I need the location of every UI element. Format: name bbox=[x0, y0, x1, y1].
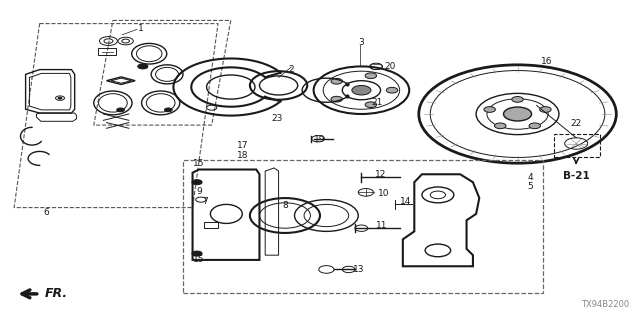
Circle shape bbox=[58, 97, 62, 99]
Text: 3: 3 bbox=[358, 38, 364, 47]
Text: 16: 16 bbox=[540, 57, 552, 66]
Text: 22: 22 bbox=[570, 119, 582, 128]
Circle shape bbox=[331, 78, 342, 84]
Circle shape bbox=[529, 123, 541, 129]
Text: 1: 1 bbox=[138, 24, 144, 33]
Circle shape bbox=[365, 73, 376, 79]
Circle shape bbox=[116, 108, 124, 112]
Text: 8: 8 bbox=[282, 202, 288, 211]
Circle shape bbox=[192, 251, 202, 256]
Text: FR.: FR. bbox=[45, 287, 68, 300]
Text: 21: 21 bbox=[372, 99, 383, 108]
Text: TX94B2200: TX94B2200 bbox=[581, 300, 629, 309]
Circle shape bbox=[192, 180, 202, 185]
Text: B-21: B-21 bbox=[563, 171, 589, 181]
Circle shape bbox=[484, 107, 495, 112]
Circle shape bbox=[331, 96, 342, 102]
Circle shape bbox=[164, 108, 172, 112]
Text: 19: 19 bbox=[314, 135, 326, 144]
Text: 7: 7 bbox=[202, 197, 208, 206]
Circle shape bbox=[540, 107, 551, 112]
Text: 10: 10 bbox=[378, 189, 390, 198]
Circle shape bbox=[495, 123, 506, 129]
Text: 20: 20 bbox=[385, 62, 396, 71]
Circle shape bbox=[352, 85, 371, 95]
Text: 15: 15 bbox=[193, 255, 205, 264]
Circle shape bbox=[512, 97, 524, 102]
Text: 2: 2 bbox=[289, 65, 294, 74]
Text: 12: 12 bbox=[375, 170, 386, 179]
Circle shape bbox=[504, 107, 532, 121]
Text: 4: 4 bbox=[527, 173, 532, 182]
Circle shape bbox=[138, 64, 148, 69]
Text: 18: 18 bbox=[237, 151, 248, 160]
Text: 6: 6 bbox=[43, 208, 49, 217]
Text: 14: 14 bbox=[401, 197, 412, 206]
Text: 15: 15 bbox=[193, 159, 205, 168]
Text: 5: 5 bbox=[527, 182, 533, 191]
Circle shape bbox=[387, 87, 397, 93]
Text: 13: 13 bbox=[353, 265, 364, 274]
Text: 23: 23 bbox=[271, 114, 282, 123]
Text: 17: 17 bbox=[237, 141, 248, 150]
Circle shape bbox=[365, 102, 376, 108]
Text: 9: 9 bbox=[196, 187, 202, 196]
Text: 11: 11 bbox=[376, 220, 388, 229]
